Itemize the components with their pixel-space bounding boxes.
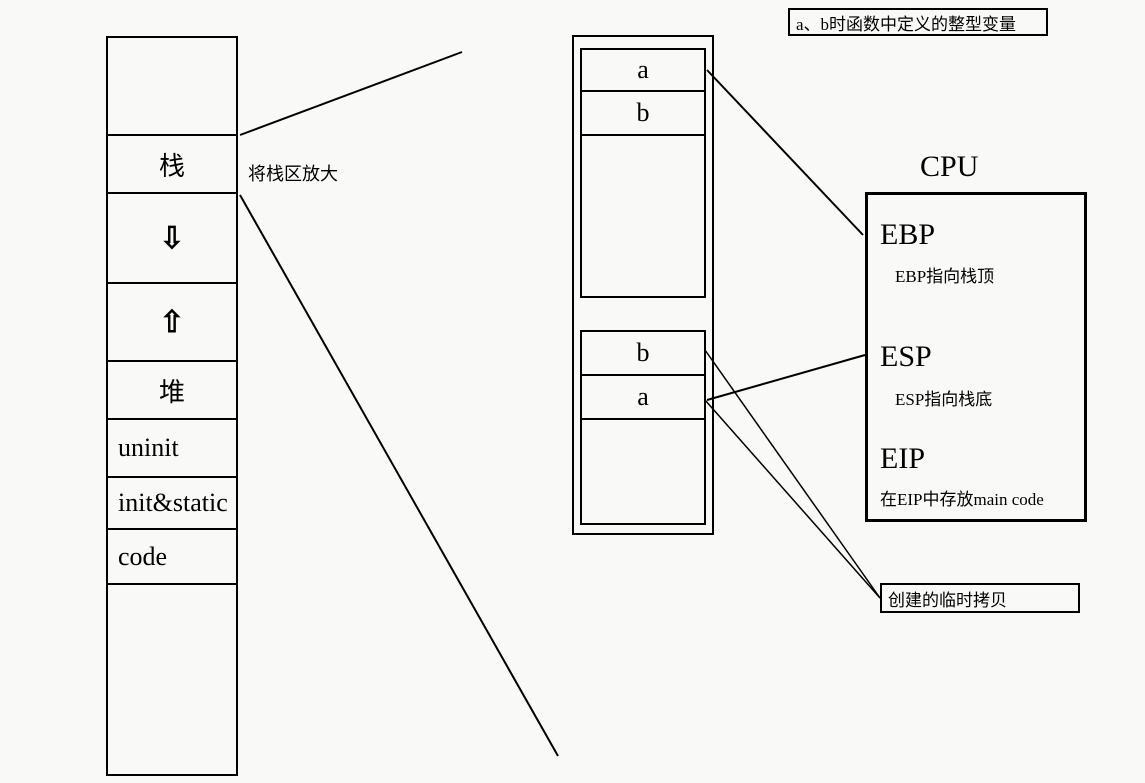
line-esp <box>707 355 865 400</box>
zoom-label: 将栈区放大 <box>248 160 338 186</box>
annotation-copy: 创建的临时拷贝 <box>880 583 1080 613</box>
line-copy-2 <box>705 400 880 598</box>
annotation-copy-text: 创建的临时拷贝 <box>888 586 1007 611</box>
memory-cell-3: ⇧ <box>108 284 236 362</box>
stack-cell: a <box>582 376 704 420</box>
annotation-variables: a、b时函数中定义的整型变量 <box>788 8 1048 36</box>
memory-cell-0 <box>108 38 236 136</box>
stack-cell <box>582 136 704 298</box>
line-ebp <box>707 70 863 235</box>
cpu-register-ebp: EBP <box>880 218 935 252</box>
line-zoom-bottom <box>240 195 558 756</box>
memory-cell-6: init&static <box>108 478 236 530</box>
memory-cell-7: code <box>108 530 236 585</box>
cpu-register-esp: ESP <box>880 340 932 374</box>
memory-cell-2: ⇩ <box>108 194 236 284</box>
memory-cell-8 <box>108 585 236 775</box>
cpu-register-desc-esp: ESP指向栈底 <box>895 385 992 410</box>
stack-cell: b <box>582 332 704 376</box>
memory-layout-box: 栈⇩⇧堆uninitinit&staticcode <box>106 36 238 776</box>
cpu-register-desc-ebp: EBP指向栈顶 <box>895 262 994 287</box>
cpu-register-eip: EIP <box>880 442 925 476</box>
line-copy-1 <box>705 350 880 598</box>
line-zoom-top <box>240 52 462 135</box>
memory-cell-1: 栈 <box>108 136 236 194</box>
memory-cell-5: uninit <box>108 420 236 478</box>
stack-bottom-block: ba <box>580 330 706 525</box>
stack-top-block: ab <box>580 48 706 298</box>
cpu-title: CPU <box>920 150 978 184</box>
annotation-variables-text: a、b时函数中定义的整型变量 <box>796 10 1016 35</box>
stack-cell: b <box>582 92 704 136</box>
stack-cell <box>582 420 704 525</box>
stack-cell: a <box>582 50 704 92</box>
memory-cell-4: 堆 <box>108 362 236 420</box>
cpu-register-desc-eip: 在EIP中存放main code <box>880 485 1044 510</box>
